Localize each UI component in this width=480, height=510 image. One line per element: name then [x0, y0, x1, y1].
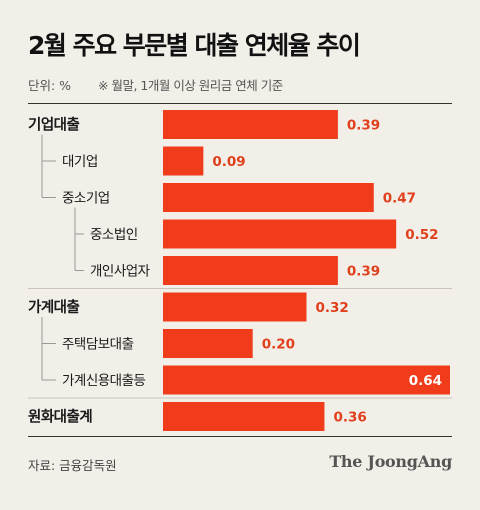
category-label: 원화대출계: [28, 409, 92, 426]
value-label: 0.20: [262, 337, 295, 353]
category-label: 주택담보대출: [62, 337, 134, 353]
bottom-divider: [28, 436, 452, 437]
bar: [163, 183, 374, 212]
brand-logo: The JoongAng: [329, 452, 452, 471]
value-label: 0.39: [347, 118, 380, 134]
note-text: ※ 월말, 1개월 이상 원리금 연체 기준: [98, 78, 283, 93]
category-label: 가계대출: [28, 299, 80, 316]
category-label: 중소기업: [62, 191, 110, 207]
top-divider: [28, 103, 452, 104]
category-label: 개인사업자: [90, 264, 151, 280]
category-label: 가계신용대출등: [62, 373, 146, 389]
value-label: 0.32: [316, 300, 349, 316]
value-label: 0.36: [333, 410, 366, 426]
bar: [163, 292, 307, 322]
bar: [163, 402, 325, 431]
bar: [163, 256, 338, 285]
category-label: 중소법인: [90, 227, 138, 243]
bar: [163, 219, 397, 249]
value-label: 0.64: [409, 373, 442, 389]
bar: [163, 329, 253, 358]
unit-label: 단위: %: [28, 78, 72, 93]
value-label: 0.09: [212, 154, 245, 170]
bar: [163, 110, 338, 139]
chart-title: 2월 주요 부문별 대출 연체율 추이: [28, 31, 361, 60]
category-label: 대기업: [62, 154, 98, 170]
bar: [163, 146, 204, 176]
value-label: 0.39: [347, 264, 380, 280]
bar: [163, 365, 450, 395]
source-text: 자료: 금융감독원: [28, 458, 117, 473]
category-label: 기업대출: [28, 117, 80, 134]
value-label: 0.52: [405, 227, 438, 243]
value-label: 0.47: [383, 191, 416, 207]
